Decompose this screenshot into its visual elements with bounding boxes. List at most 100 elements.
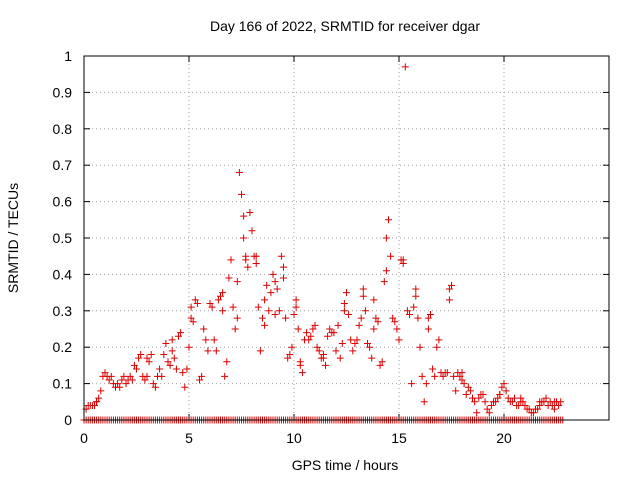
data-point	[374, 318, 382, 326]
data-point	[414, 314, 422, 322]
data-point	[399, 256, 407, 264]
data-point	[466, 387, 474, 395]
data-point	[387, 252, 395, 260]
data-point	[485, 409, 493, 417]
data-point	[95, 394, 103, 402]
data-point	[158, 372, 166, 380]
y-tick-label: 0	[64, 412, 72, 428]
data-point	[408, 380, 416, 388]
data-point	[445, 296, 453, 304]
data-point	[340, 300, 348, 308]
data-point	[240, 212, 248, 220]
data-point	[368, 354, 376, 362]
data-point	[370, 325, 378, 333]
y-tick-label: 0.5	[53, 230, 73, 246]
data-point	[292, 303, 300, 311]
data-point	[120, 372, 128, 380]
data-point	[393, 325, 401, 333]
data-point	[296, 358, 304, 366]
data-point	[248, 227, 256, 235]
data-point	[427, 310, 434, 318]
data-point	[479, 391, 487, 399]
data-point	[202, 336, 210, 344]
data-point	[177, 329, 185, 337]
data-point	[282, 314, 290, 322]
data-point	[141, 376, 149, 384]
y-axis: 0 0.1 0.2 0.3 0.4 0.5 0.6 0.7 0.8 0.9 1	[53, 48, 609, 428]
data-point	[429, 365, 437, 373]
y-tick-label: 0.2	[53, 339, 73, 355]
data-point	[410, 303, 418, 311]
data-point	[219, 289, 227, 297]
data-point	[116, 383, 124, 391]
data-point	[464, 383, 472, 391]
data-point	[292, 296, 300, 304]
data-point	[361, 307, 369, 315]
data-point	[452, 387, 460, 395]
data-point	[221, 372, 229, 380]
data-point	[164, 358, 172, 366]
data-point	[481, 398, 489, 406]
data-point	[166, 361, 174, 369]
data-point	[151, 383, 159, 391]
data-point	[200, 325, 208, 333]
data-point	[305, 336, 313, 344]
data-point	[107, 372, 115, 380]
data-point	[422, 380, 430, 388]
data-point	[284, 354, 292, 362]
data-point	[555, 401, 563, 409]
data-point	[130, 361, 138, 369]
data-point	[252, 259, 260, 267]
data-point	[494, 394, 502, 402]
data-point	[458, 376, 466, 384]
data-point	[385, 216, 392, 224]
data-point	[175, 332, 182, 340]
data-point	[252, 252, 260, 260]
data-point	[355, 321, 363, 329]
data-point	[431, 372, 439, 380]
data-point	[156, 365, 164, 373]
data-point	[143, 372, 151, 380]
data-point	[147, 350, 155, 358]
data-point	[168, 347, 176, 355]
data-point	[448, 281, 455, 289]
data-point	[424, 314, 432, 322]
data-point	[473, 409, 481, 417]
data-point	[126, 372, 134, 380]
data-point	[345, 310, 353, 318]
data-point	[496, 391, 504, 399]
data-point	[311, 321, 319, 329]
grid	[84, 56, 609, 420]
y-axis-label: SRMTID / TECUs	[5, 183, 21, 293]
data-point	[435, 336, 443, 344]
data-point	[359, 292, 367, 300]
data-point	[416, 343, 424, 351]
data-point	[450, 372, 458, 380]
data-point	[307, 332, 315, 340]
data-point	[353, 336, 361, 344]
data-point	[244, 263, 252, 271]
y-tick-label: 1	[64, 48, 72, 64]
data-point	[122, 380, 130, 388]
data-point	[133, 365, 140, 373]
data-point	[382, 267, 390, 275]
data-point	[183, 365, 191, 373]
data-point	[471, 398, 479, 406]
data-point	[259, 314, 266, 322]
data-point	[508, 398, 516, 406]
data-point	[229, 303, 237, 311]
y-tick-label: 0.4	[53, 266, 73, 282]
data-point	[424, 325, 432, 333]
data-point	[187, 314, 195, 322]
x-tick-label: 20	[496, 430, 512, 446]
data-point	[261, 321, 269, 329]
data-point	[261, 296, 269, 304]
data-point	[233, 314, 241, 322]
data-point	[231, 325, 239, 333]
data-point	[511, 394, 518, 402]
data-point	[403, 307, 411, 315]
data-point	[256, 347, 264, 355]
data-point	[280, 274, 287, 282]
data-point	[370, 296, 378, 304]
